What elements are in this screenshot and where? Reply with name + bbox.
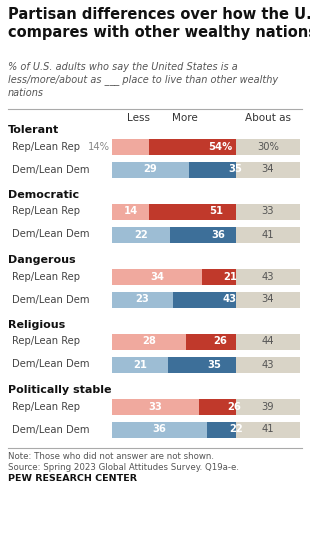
Bar — [112, 226, 170, 242]
Text: Partisan differences over how the U.S.
compares with other wealthy nations: Partisan differences over how the U.S. c… — [8, 7, 310, 40]
Bar — [112, 291, 173, 307]
Text: Dem/Lean Dem: Dem/Lean Dem — [12, 295, 90, 305]
Text: 35: 35 — [228, 165, 242, 175]
Text: 41: 41 — [262, 424, 274, 434]
Text: 28: 28 — [142, 336, 156, 346]
Bar — [186, 334, 255, 350]
Bar — [168, 356, 260, 373]
Text: 26: 26 — [214, 336, 228, 346]
Bar — [236, 291, 300, 307]
Text: Dem/Lean Dem: Dem/Lean Dem — [12, 360, 90, 370]
Text: 43: 43 — [262, 271, 274, 281]
Bar — [112, 334, 186, 350]
Text: 26: 26 — [227, 401, 241, 411]
Bar — [170, 226, 265, 242]
Text: Less: Less — [126, 113, 149, 123]
Bar — [112, 203, 149, 220]
Text: 22: 22 — [229, 424, 243, 434]
Text: Rep/Lean Rep: Rep/Lean Rep — [12, 336, 80, 346]
Bar — [173, 291, 287, 307]
Text: 54%: 54% — [208, 141, 232, 151]
Text: 14: 14 — [123, 206, 138, 216]
Text: 33: 33 — [262, 206, 274, 216]
Bar — [112, 421, 207, 438]
Bar — [236, 203, 300, 220]
Text: 21: 21 — [133, 360, 147, 370]
Text: 33: 33 — [149, 401, 162, 411]
Text: Dem/Lean Dem: Dem/Lean Dem — [12, 165, 90, 175]
Text: Rep/Lean Rep: Rep/Lean Rep — [12, 401, 80, 411]
Text: 34: 34 — [150, 271, 164, 281]
Text: Rep/Lean Rep: Rep/Lean Rep — [12, 206, 80, 216]
Bar — [236, 161, 300, 177]
Text: 39: 39 — [262, 401, 274, 411]
Text: About as: About as — [245, 113, 291, 123]
Text: 29: 29 — [144, 165, 157, 175]
Bar — [112, 356, 168, 373]
Text: Democratic: Democratic — [8, 190, 79, 200]
Text: Dem/Lean Dem: Dem/Lean Dem — [12, 230, 90, 240]
Bar — [199, 399, 268, 415]
Text: 21: 21 — [223, 271, 237, 281]
Bar — [236, 334, 300, 350]
Text: Note: Those who did not answer are not shown.
Source: Spring 2023 Global Attitud: Note: Those who did not answer are not s… — [8, 452, 239, 473]
Text: 14%: 14% — [88, 141, 110, 151]
Text: 41: 41 — [262, 230, 274, 240]
Bar — [112, 269, 202, 285]
Text: Religious: Religious — [8, 320, 65, 330]
Bar — [202, 269, 258, 285]
Bar — [189, 161, 281, 177]
Text: 51: 51 — [210, 206, 224, 216]
Text: Rep/Lean Rep: Rep/Lean Rep — [12, 271, 80, 281]
Text: % of U.S. adults who say the United States is a
less/more/about as ___ place to : % of U.S. adults who say the United Stat… — [8, 62, 278, 98]
Bar — [149, 138, 292, 155]
Text: 22: 22 — [134, 230, 148, 240]
Text: 35: 35 — [207, 360, 221, 370]
Bar — [207, 421, 265, 438]
Bar — [112, 399, 199, 415]
Text: 34: 34 — [262, 165, 274, 175]
Text: 30%: 30% — [257, 141, 279, 151]
Bar — [236, 269, 300, 285]
Bar — [149, 203, 284, 220]
Bar — [236, 226, 300, 242]
Bar — [236, 356, 300, 373]
Text: More: More — [172, 113, 198, 123]
Bar — [236, 138, 300, 155]
Text: Rep/Lean Rep: Rep/Lean Rep — [12, 141, 80, 151]
Text: 44: 44 — [262, 336, 274, 346]
Text: 23: 23 — [135, 295, 149, 305]
Text: 36: 36 — [211, 230, 225, 240]
Text: PEW RESEARCH CENTER: PEW RESEARCH CENTER — [8, 474, 137, 483]
Bar — [112, 161, 189, 177]
Text: 43: 43 — [262, 360, 274, 370]
Text: Politically stable: Politically stable — [8, 385, 112, 395]
Text: 43: 43 — [223, 295, 237, 305]
Bar — [236, 399, 300, 415]
Text: 34: 34 — [262, 295, 274, 305]
Text: Dem/Lean Dem: Dem/Lean Dem — [12, 424, 90, 434]
Bar — [236, 421, 300, 438]
Text: Dangerous: Dangerous — [8, 255, 76, 265]
Text: 36: 36 — [153, 424, 166, 434]
Bar — [112, 138, 149, 155]
Text: Tolerant: Tolerant — [8, 125, 59, 135]
